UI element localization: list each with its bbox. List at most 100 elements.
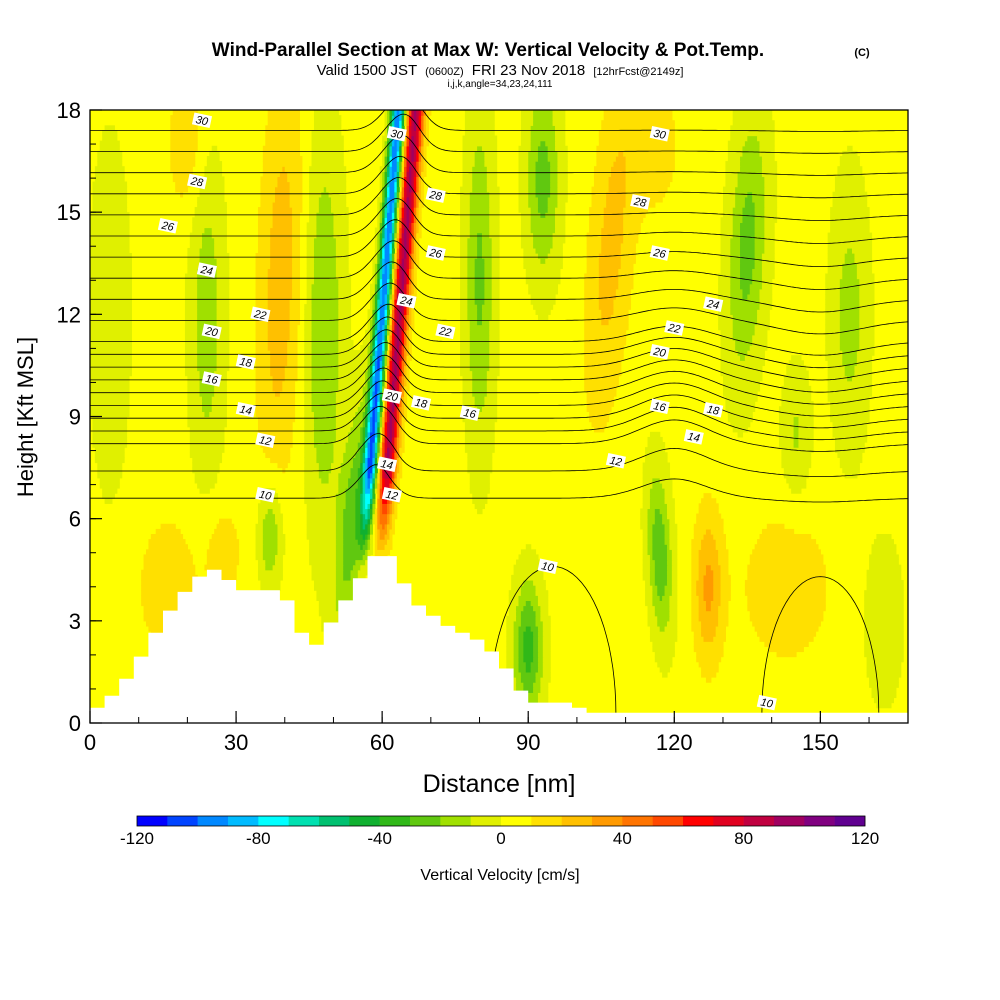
velocity-cell bbox=[460, 232, 471, 239]
velocity-cell bbox=[552, 242, 563, 249]
velocity-cell bbox=[530, 207, 539, 213]
velocity-cell bbox=[404, 319, 408, 326]
velocity-cell bbox=[387, 145, 391, 152]
velocity-cell bbox=[391, 283, 395, 290]
velocity-cell bbox=[216, 350, 230, 356]
velocity-cell bbox=[413, 191, 417, 198]
velocity-cell bbox=[467, 263, 476, 269]
velocity-cell bbox=[623, 150, 675, 157]
velocity-cell bbox=[204, 227, 213, 234]
velocity-cell bbox=[401, 344, 405, 351]
velocity-cell bbox=[557, 155, 568, 162]
velocity-cell bbox=[270, 232, 293, 239]
velocity-cell bbox=[671, 554, 678, 561]
velocity-cell bbox=[752, 549, 821, 556]
velocity-cell bbox=[720, 600, 729, 607]
velocity-cell bbox=[537, 600, 549, 607]
velocity-cell bbox=[764, 247, 775, 254]
velocity-cell bbox=[318, 201, 332, 208]
velocity-cell bbox=[584, 314, 602, 321]
velocity-cell bbox=[705, 605, 712, 612]
velocity-cell bbox=[720, 217, 734, 223]
velocity-cell bbox=[257, 508, 269, 515]
velocity-cell bbox=[382, 360, 386, 367]
velocity-cell bbox=[201, 406, 213, 412]
velocity-cell bbox=[399, 268, 403, 275]
velocity-cell bbox=[394, 176, 398, 183]
velocity-cell bbox=[399, 421, 403, 428]
velocity-cell bbox=[421, 140, 425, 147]
velocity-cell bbox=[718, 559, 729, 566]
velocity-cell bbox=[379, 212, 383, 218]
velocity-cell bbox=[394, 426, 398, 433]
velocity-cell bbox=[764, 222, 775, 229]
velocity-cell bbox=[90, 401, 130, 407]
velocity-cell bbox=[389, 268, 393, 275]
velocity-cell bbox=[740, 166, 763, 172]
velocity-cell bbox=[369, 431, 376, 438]
velocity-cell bbox=[484, 258, 493, 264]
velocity-cell bbox=[369, 355, 373, 361]
velocity-cell bbox=[649, 488, 666, 494]
velocity-cell bbox=[384, 155, 388, 162]
velocity-cell bbox=[379, 278, 383, 285]
velocity-cell bbox=[94, 166, 125, 172]
velocity-cell bbox=[396, 324, 400, 331]
velocity-cell bbox=[345, 488, 356, 494]
velocity-cell bbox=[382, 370, 386, 377]
velocity-cell bbox=[740, 155, 763, 162]
velocity-cell bbox=[533, 687, 541, 693]
velocity-cell bbox=[270, 253, 293, 259]
velocity-cell bbox=[387, 518, 391, 525]
velocity-cell bbox=[277, 181, 291, 188]
velocity-cell bbox=[369, 533, 373, 540]
velocity-cell bbox=[406, 360, 410, 367]
velocity-cell bbox=[413, 273, 417, 280]
velocity-cell bbox=[830, 227, 870, 234]
velocity-cell bbox=[730, 309, 758, 315]
velocity-cell bbox=[170, 145, 198, 152]
velocity-cell bbox=[184, 355, 198, 361]
velocity-cell bbox=[387, 237, 391, 244]
velocity-cell bbox=[384, 355, 388, 361]
velocity-cell bbox=[520, 140, 532, 147]
velocity-cell bbox=[292, 283, 300, 290]
velocity-cell bbox=[335, 539, 344, 545]
velocity-cell bbox=[184, 278, 198, 285]
velocity-cell bbox=[374, 355, 378, 361]
velocity-cell bbox=[360, 457, 364, 464]
velocity-cell bbox=[645, 595, 653, 601]
velocity-cell bbox=[652, 533, 666, 540]
velocity-cell bbox=[372, 278, 376, 285]
velocity-cell bbox=[357, 477, 361, 484]
velocity-cell bbox=[623, 227, 641, 234]
velocity-cell bbox=[255, 375, 274, 382]
velocity-cell bbox=[328, 477, 339, 484]
velocity-cell bbox=[406, 201, 410, 208]
isentrope-label-bg bbox=[425, 245, 446, 261]
velocity-cell bbox=[460, 309, 468, 315]
velocity-cell bbox=[550, 166, 559, 172]
velocity-cell bbox=[379, 452, 383, 458]
velocity-cell bbox=[313, 125, 342, 132]
velocity-cell bbox=[104, 498, 113, 504]
velocity-cell bbox=[262, 528, 279, 535]
velocity-cell bbox=[408, 319, 412, 326]
velocity-cell bbox=[172, 171, 193, 178]
velocity-cell bbox=[311, 564, 337, 571]
velocity-cell bbox=[462, 140, 498, 147]
velocity-cell bbox=[396, 110, 400, 116]
isentrope-label-bg bbox=[683, 429, 704, 445]
velocity-cell bbox=[389, 421, 393, 428]
velocity-cell bbox=[491, 247, 500, 254]
velocity-cell bbox=[377, 411, 381, 418]
velocity-cell bbox=[404, 385, 410, 392]
colorbar-swatch bbox=[561, 816, 593, 826]
velocity-cell bbox=[362, 452, 366, 458]
velocity-cell bbox=[601, 319, 610, 326]
velocity-cell bbox=[367, 385, 371, 392]
velocity-cell bbox=[793, 436, 800, 443]
velocity-cell bbox=[352, 564, 361, 571]
colorbar-swatch bbox=[167, 816, 198, 826]
isentrope-label-text: 22 bbox=[437, 325, 452, 339]
